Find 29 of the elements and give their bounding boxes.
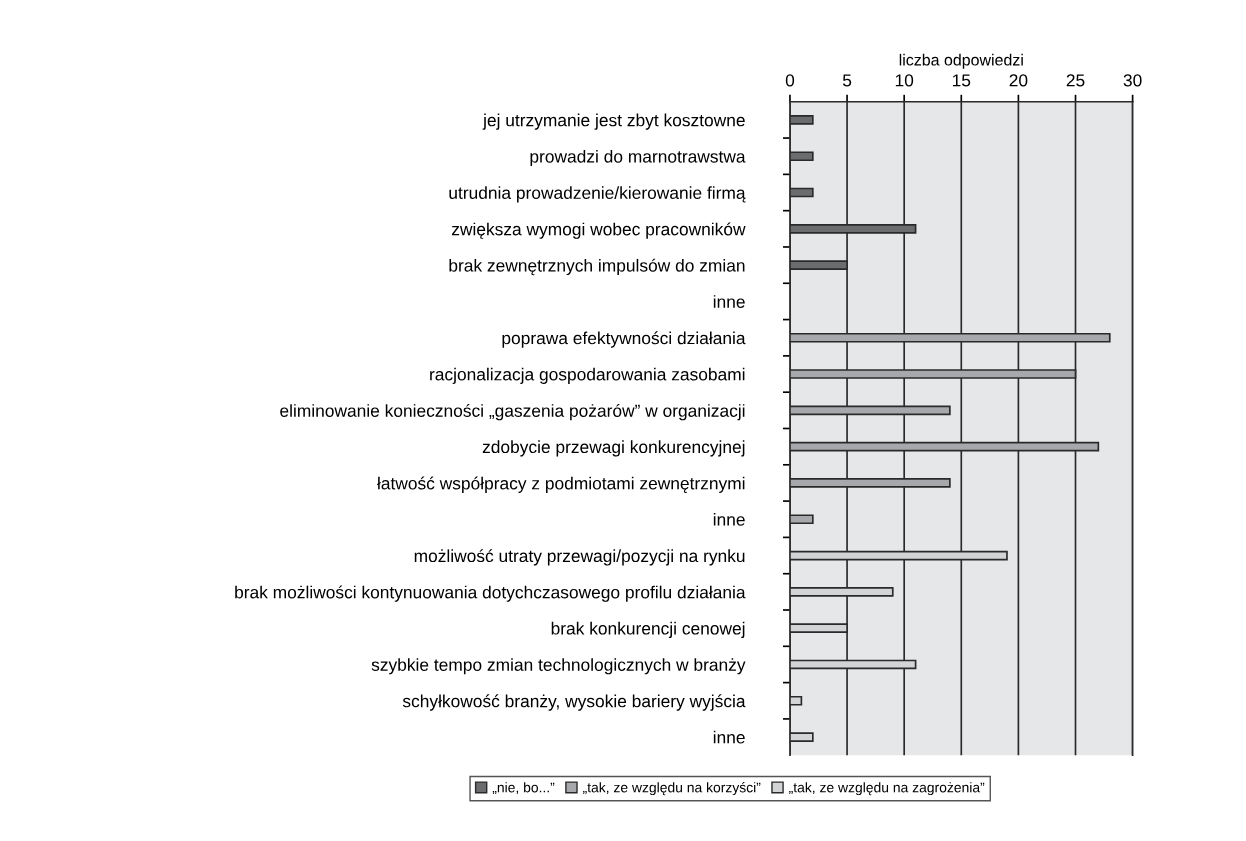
y-tick-label: prowadzi do marnotrawstwa (530, 149, 746, 167)
legend-label: „tak, ze względu na korzyści” (583, 782, 761, 796)
x-tick-label: 10 (895, 74, 914, 87)
y-tick-label: szybkie tempo zmian technologicznych w branży (371, 658, 746, 675)
y-tick-label: zdobycie przewagi konkurencyjnej (482, 440, 745, 457)
y-tick-label: inne (713, 730, 745, 744)
y-tick-label: brak możliwości kontynuowania dotychczasowego profilu działania (235, 585, 746, 602)
y-tick-label: schyłkowość branży, wysokie bariery wyjścia (402, 694, 746, 711)
y-tick-label: brak konkurencji cenowej (551, 621, 745, 639)
y-tick-label: możliwość utraty przewagi/pozycji na rynku (414, 549, 745, 566)
y-tick-label: jej utrzymanie jest zbyt kosztowne (482, 113, 745, 130)
y-tick-label: inne (713, 512, 745, 526)
x-tick-label: 15 (952, 74, 971, 87)
y-tick-label: eliminowanie konieczności „gaszenia pożarów” w organizacji (280, 403, 745, 421)
y-tick-label: łatwość współpracy z podmiotami zewnętrznymi (377, 476, 745, 493)
y-tick-label: utrudnia prowadzenie/kierowanie firmą (449, 186, 746, 203)
y-tick-label: poprawa efektywności działania (502, 331, 746, 348)
y-tick-label: zwiększa wymogi wobec pracowników (451, 222, 746, 239)
x-tick-label: 0 (785, 74, 795, 87)
x-tick-label: 25 (1066, 74, 1085, 87)
y-tick-label: racjonalizacja gospodarowania zasobami (430, 367, 745, 384)
y-tick-label: inne (713, 295, 745, 308)
legend-label: „tak, ze względu na zagrożenia” (789, 782, 985, 796)
y-tick-label: brak zewnętrznych impulsów do zmian (449, 258, 745, 276)
x-tick-label: 5 (842, 74, 852, 87)
x-tick-label: 20 (1009, 74, 1028, 87)
x-axis-title: liczba odpowiedzi (899, 53, 1023, 69)
legend-label: „nie, bo...” (492, 782, 555, 795)
x-tick-label: 30 (1123, 74, 1142, 87)
